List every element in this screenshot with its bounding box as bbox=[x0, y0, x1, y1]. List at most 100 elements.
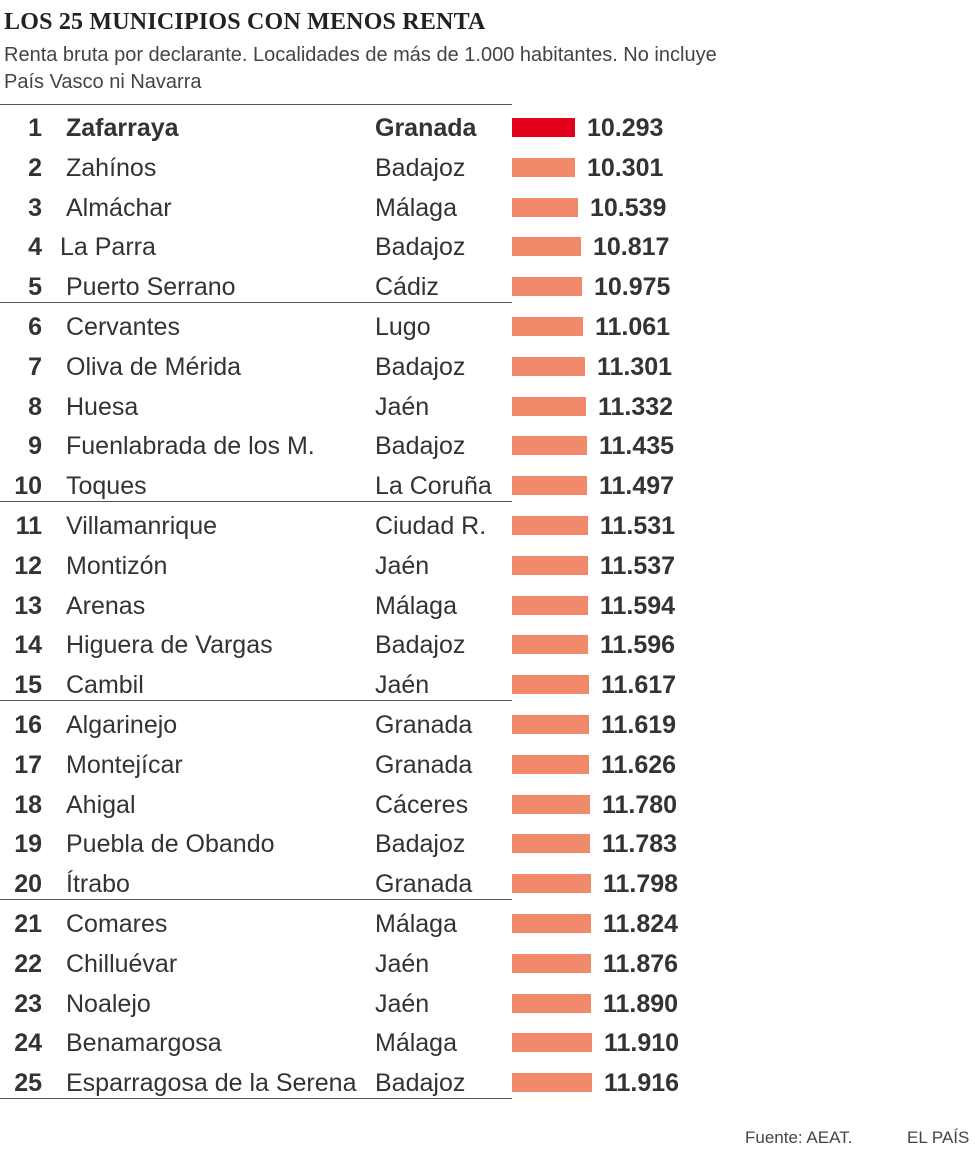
municipality-name: Zafarraya bbox=[66, 114, 179, 142]
municipality-name: Toques bbox=[66, 472, 147, 501]
table-row: 17 Montejícar Granada 11.626 bbox=[0, 745, 980, 785]
province-name: Badajoz bbox=[375, 1069, 466, 1098]
income-bar bbox=[512, 993, 591, 1013]
chart-title: LOS 25 MUNICIPIOS CON MENOS RENTA bbox=[4, 9, 486, 35]
group-rule bbox=[0, 1098, 512, 1099]
income-bar bbox=[512, 953, 591, 973]
table-row: 6 Cervantes Lugo 11.061 bbox=[0, 307, 980, 347]
income-value: 11.783 bbox=[602, 830, 678, 859]
table-row: 20 Ítrabo Granada 11.798 bbox=[0, 864, 980, 904]
province-name: La Coruña bbox=[375, 472, 492, 501]
rank-number: 14 bbox=[14, 631, 42, 660]
rank-number: 3 bbox=[28, 193, 42, 222]
municipality-name: Cambil bbox=[66, 671, 144, 700]
province-name: Jaén bbox=[375, 989, 430, 1018]
province-name: Granada bbox=[375, 114, 477, 142]
rank-number: 12 bbox=[14, 551, 42, 580]
municipality-name: Noalejo bbox=[66, 989, 151, 1018]
rank-number: 8 bbox=[28, 392, 42, 421]
income-value: 11.596 bbox=[600, 631, 676, 660]
province-name: Granada bbox=[375, 711, 473, 739]
income-bar bbox=[512, 237, 581, 257]
income-bar bbox=[512, 317, 583, 336]
income-bar bbox=[512, 834, 590, 854]
income-bar bbox=[512, 754, 589, 774]
province-name: Granada bbox=[375, 750, 473, 779]
income-value: 11.531 bbox=[600, 512, 676, 540]
municipality-name: Puerto Serrano bbox=[66, 273, 236, 302]
municipality-name: Zahínos bbox=[66, 153, 157, 182]
municipality-name: Chilluévar bbox=[66, 949, 178, 978]
income-value: 11.537 bbox=[600, 551, 676, 580]
rank-number: 4 bbox=[28, 233, 42, 262]
municipality-name: Cervantes bbox=[66, 313, 180, 341]
province-name: Badajoz bbox=[375, 631, 466, 660]
province-name: Badajoz bbox=[375, 233, 466, 262]
rank-number: 13 bbox=[14, 591, 42, 620]
rank-number: 16 bbox=[14, 711, 42, 739]
table-row: 18 Ahigal Cáceres 11.780 bbox=[0, 785, 980, 825]
municipality-name: Almáchar bbox=[66, 193, 172, 222]
group-rule bbox=[0, 302, 512, 303]
province-name: Ciudad R. bbox=[375, 512, 487, 540]
income-bar bbox=[512, 794, 590, 814]
income-value: 11.332 bbox=[598, 392, 674, 421]
table-row: 19 Puebla de Obando Badajoz 11.783 bbox=[0, 824, 980, 864]
table-row: 15 Cambil Jaén 11.617 bbox=[0, 665, 980, 705]
municipality-name: La Parra bbox=[60, 233, 156, 262]
municipality-name: Ahigal bbox=[66, 790, 136, 819]
province-name: Badajoz bbox=[375, 352, 466, 381]
province-name: Jaén bbox=[375, 671, 430, 700]
rank-number: 19 bbox=[14, 830, 42, 859]
province-name: Jaén bbox=[375, 392, 430, 421]
municipality-name: Fuenlabrada de los M. bbox=[66, 432, 315, 461]
municipality-name: Villamanrique bbox=[66, 512, 218, 540]
province-name: Málaga bbox=[375, 1029, 457, 1058]
income-value: 11.435 bbox=[599, 432, 675, 461]
group-rule bbox=[0, 501, 512, 502]
table-row: 12 Montizón Jaén 11.537 bbox=[0, 546, 980, 586]
rank-number: 9 bbox=[28, 432, 42, 461]
table-row: 14 Higuera de Vargas Badajoz 11.596 bbox=[0, 625, 980, 665]
group-rule bbox=[0, 899, 512, 900]
income-value: 10.301 bbox=[587, 153, 664, 182]
province-name: Málaga bbox=[375, 910, 457, 938]
province-name: Badajoz bbox=[375, 432, 466, 461]
municipality-name: Ítrabo bbox=[66, 870, 130, 899]
municipality-name: Higuera de Vargas bbox=[66, 631, 273, 660]
province-name: Jaén bbox=[375, 949, 430, 978]
table-row: 16 Algarinejo Granada 11.619 bbox=[0, 705, 980, 745]
income-bar bbox=[512, 396, 586, 416]
income-bar bbox=[512, 715, 589, 734]
rank-number: 5 bbox=[28, 273, 42, 302]
table-row: 13 Arenas Málaga 11.594 bbox=[0, 586, 980, 626]
income-value: 11.301 bbox=[597, 352, 673, 381]
income-value: 11.626 bbox=[601, 750, 677, 779]
income-value: 11.617 bbox=[601, 671, 677, 700]
chart-subtitle: Renta bruta por declarante. Localidades … bbox=[4, 44, 717, 93]
table-row: 10 Toques La Coruña 11.497 bbox=[0, 466, 980, 506]
income-bar bbox=[512, 595, 588, 615]
rank-number: 24 bbox=[14, 1029, 42, 1058]
table-row: 4 La Parra Badajoz 10.817 bbox=[0, 227, 980, 267]
income-bar bbox=[512, 1033, 592, 1053]
rank-number: 22 bbox=[14, 949, 42, 978]
rank-number: 21 bbox=[14, 910, 42, 938]
income-value: 11.876 bbox=[603, 949, 679, 978]
table-row: 11 Villamanrique Ciudad R. 11.531 bbox=[0, 506, 980, 546]
table-row: 7 Oliva de Mérida Badajoz 11.301 bbox=[0, 347, 980, 387]
rank-number: 18 bbox=[14, 790, 42, 819]
income-value: 11.910 bbox=[604, 1029, 680, 1058]
income-value: 10.975 bbox=[594, 273, 671, 302]
rank-number: 15 bbox=[14, 671, 42, 700]
municipality-name: Huesa bbox=[66, 392, 139, 421]
brand-label: EL PAÍS bbox=[907, 1128, 970, 1147]
table-row: 2 Zahínos Badajoz 10.301 bbox=[0, 148, 980, 188]
income-bar bbox=[512, 1073, 592, 1093]
income-value: 11.497 bbox=[599, 472, 675, 501]
table-row: 21 Comares Málaga 11.824 bbox=[0, 904, 980, 944]
income-bar bbox=[512, 914, 591, 933]
province-name: Granada bbox=[375, 870, 473, 899]
income-bar bbox=[512, 157, 575, 177]
